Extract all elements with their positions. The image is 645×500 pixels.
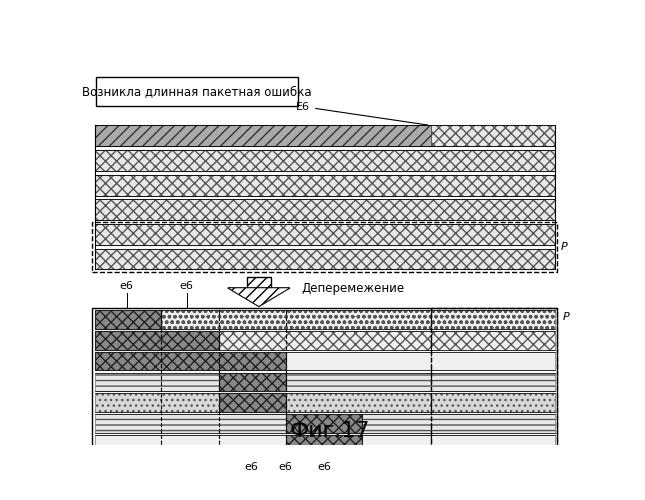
Bar bbox=[219, 372, 286, 391]
Bar bbox=[95, 352, 555, 370]
Bar bbox=[95, 331, 219, 349]
Bar bbox=[95, 200, 555, 220]
Bar bbox=[95, 126, 555, 146]
Bar bbox=[95, 126, 431, 146]
Bar bbox=[219, 394, 286, 412]
Bar bbox=[286, 435, 362, 454]
Bar bbox=[95, 248, 555, 270]
Bar bbox=[95, 331, 555, 349]
Polygon shape bbox=[228, 288, 290, 306]
Bar bbox=[95, 435, 555, 454]
Text: е6: е6 bbox=[279, 462, 293, 472]
Bar bbox=[95, 310, 161, 328]
Text: Фиг.17: Фиг.17 bbox=[290, 421, 370, 441]
Text: Возникла длинная пакетная ошибка: Возникла длинная пакетная ошибка bbox=[82, 85, 312, 98]
Bar bbox=[92, 308, 557, 456]
Bar bbox=[95, 414, 555, 432]
Bar bbox=[95, 150, 555, 171]
Text: е6: е6 bbox=[244, 462, 258, 472]
Polygon shape bbox=[228, 288, 290, 306]
Text: е6: е6 bbox=[318, 462, 332, 472]
Bar bbox=[431, 308, 557, 456]
Bar bbox=[96, 77, 297, 106]
Bar bbox=[95, 224, 555, 245]
Text: е6: е6 bbox=[180, 281, 194, 291]
Bar bbox=[95, 352, 286, 370]
Text: Е6: Е6 bbox=[296, 102, 428, 125]
Text: Деперемежение: Деперемежение bbox=[301, 282, 404, 295]
Bar bbox=[286, 414, 362, 432]
Text: P: P bbox=[561, 242, 568, 252]
Bar bbox=[95, 394, 555, 412]
Bar bbox=[95, 174, 555, 196]
Bar bbox=[95, 310, 555, 328]
Bar bbox=[247, 277, 270, 288]
Text: P: P bbox=[562, 312, 570, 322]
Bar bbox=[92, 222, 557, 272]
Text: е6: е6 bbox=[120, 281, 134, 291]
Bar bbox=[95, 372, 555, 391]
